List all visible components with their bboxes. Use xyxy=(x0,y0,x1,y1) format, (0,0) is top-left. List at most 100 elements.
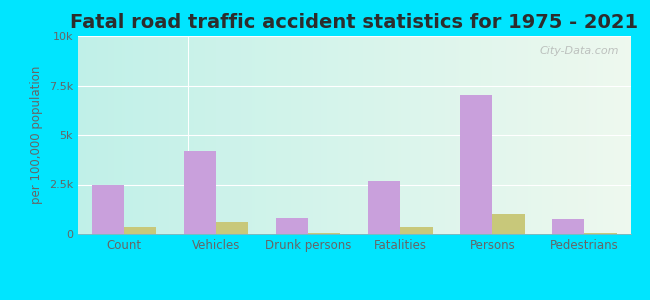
Bar xyxy=(280,36,282,234)
Bar xyxy=(376,36,379,234)
Bar xyxy=(304,36,307,234)
Bar xyxy=(313,36,316,234)
Bar xyxy=(556,36,558,234)
Bar xyxy=(277,36,280,234)
Bar xyxy=(385,36,387,234)
Bar xyxy=(272,36,274,234)
Bar xyxy=(150,36,153,234)
Bar xyxy=(172,36,175,234)
Bar xyxy=(387,36,390,234)
Bar xyxy=(569,36,573,234)
Bar xyxy=(597,36,600,234)
Bar xyxy=(382,36,385,234)
Bar xyxy=(155,36,158,234)
Bar xyxy=(92,36,95,234)
Bar xyxy=(512,36,515,234)
Bar xyxy=(473,36,476,234)
Bar xyxy=(186,36,188,234)
Bar xyxy=(109,36,111,234)
Bar xyxy=(169,36,172,234)
Bar xyxy=(614,36,617,234)
Bar xyxy=(368,181,400,234)
Bar xyxy=(525,36,528,234)
Bar xyxy=(263,36,266,234)
Bar xyxy=(407,36,410,234)
Bar xyxy=(166,36,169,234)
Bar xyxy=(180,36,183,234)
Bar xyxy=(321,36,324,234)
Bar xyxy=(161,36,164,234)
Bar xyxy=(318,36,321,234)
Bar xyxy=(266,36,268,234)
Bar xyxy=(213,36,216,234)
Bar xyxy=(202,36,205,234)
Bar xyxy=(365,36,368,234)
Bar xyxy=(127,36,131,234)
Bar xyxy=(625,36,628,234)
Bar xyxy=(575,36,578,234)
Bar xyxy=(454,36,456,234)
Bar xyxy=(133,36,136,234)
Bar xyxy=(238,36,241,234)
Bar xyxy=(622,36,625,234)
Bar xyxy=(487,36,489,234)
Bar xyxy=(617,36,619,234)
Bar xyxy=(363,36,365,234)
Bar xyxy=(515,36,517,234)
Bar xyxy=(124,227,156,234)
Bar xyxy=(503,36,506,234)
Bar xyxy=(567,36,569,234)
Bar xyxy=(184,151,216,234)
Bar xyxy=(562,36,564,234)
Bar xyxy=(100,36,103,234)
Bar xyxy=(175,36,177,234)
Bar xyxy=(285,36,288,234)
Bar xyxy=(81,36,83,234)
Bar xyxy=(547,36,551,234)
Bar xyxy=(545,36,547,234)
Bar xyxy=(299,36,302,234)
Bar xyxy=(531,36,534,234)
Bar xyxy=(470,36,473,234)
Bar xyxy=(330,36,332,234)
Bar xyxy=(493,36,495,234)
Bar xyxy=(437,36,440,234)
Bar xyxy=(111,36,114,234)
Bar xyxy=(252,36,255,234)
Bar xyxy=(222,36,224,234)
Bar xyxy=(410,36,412,234)
Bar xyxy=(517,36,520,234)
Bar xyxy=(341,36,343,234)
Bar xyxy=(246,36,249,234)
Bar xyxy=(534,36,537,234)
Bar xyxy=(509,36,512,234)
Bar xyxy=(244,36,246,234)
Bar xyxy=(603,36,606,234)
Bar xyxy=(224,36,227,234)
Bar xyxy=(404,36,407,234)
Bar xyxy=(459,36,462,234)
Bar xyxy=(608,36,611,234)
Bar xyxy=(432,36,434,234)
Bar xyxy=(619,36,622,234)
Bar xyxy=(276,218,308,234)
Bar xyxy=(257,36,260,234)
Bar xyxy=(448,36,451,234)
Bar xyxy=(114,36,117,234)
Bar xyxy=(393,36,396,234)
Bar xyxy=(540,36,542,234)
Bar xyxy=(456,36,459,234)
Bar xyxy=(142,36,144,234)
Bar xyxy=(374,36,376,234)
Bar xyxy=(440,36,443,234)
Bar xyxy=(302,36,304,234)
Bar xyxy=(211,36,213,234)
Bar xyxy=(465,36,467,234)
Bar xyxy=(581,36,584,234)
Bar xyxy=(467,36,470,234)
Bar xyxy=(188,36,191,234)
Bar xyxy=(219,36,222,234)
Bar xyxy=(78,36,81,234)
Bar xyxy=(523,36,525,234)
Text: City-Data.com: City-Data.com xyxy=(540,46,619,56)
